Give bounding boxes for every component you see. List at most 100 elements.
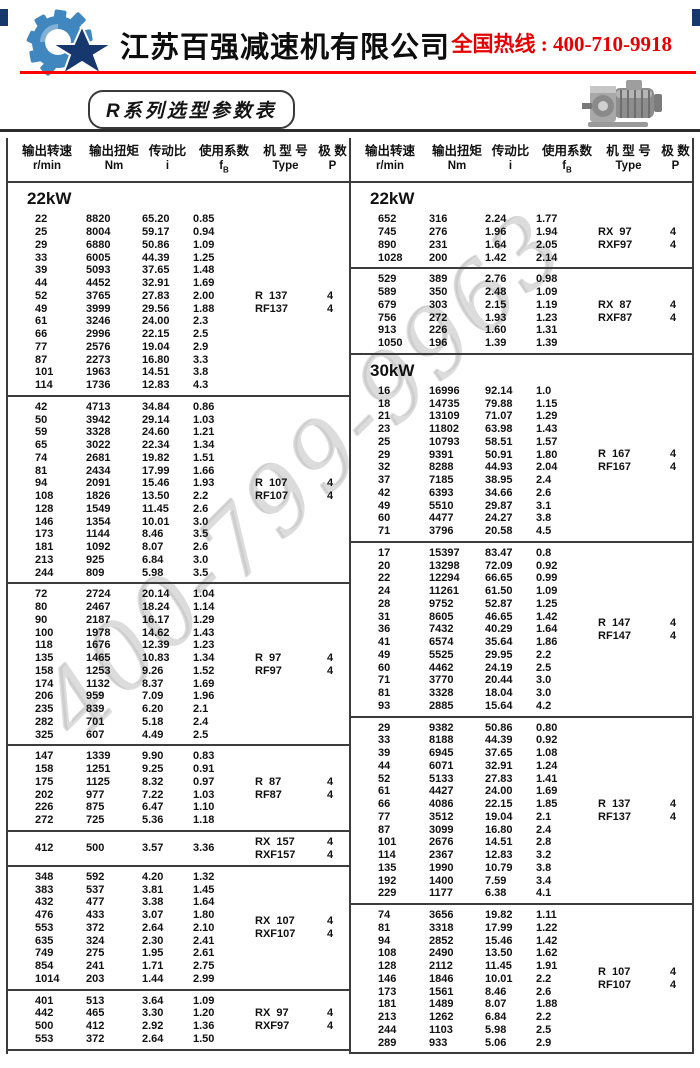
speed-cell: 29 bbox=[378, 721, 391, 734]
ratio-cell: 1.44 bbox=[142, 972, 164, 985]
speed-cell: 50 bbox=[35, 413, 48, 426]
table-row: 81 3328 18.04 3.0 bbox=[351, 687, 598, 700]
ratio-cell: 4.20 bbox=[142, 870, 164, 883]
table-row: 77 3512 19.04 2.1 bbox=[351, 811, 598, 824]
speed-cell: 22 bbox=[378, 572, 391, 585]
type-line: RXF97 4 bbox=[598, 239, 692, 252]
fb-cell: 1.93 bbox=[193, 477, 215, 490]
type-line: R 137 4 bbox=[255, 290, 349, 303]
torque-cell: 1489 bbox=[429, 998, 454, 1011]
table-row: 175 1125 8.32 0.97 bbox=[8, 776, 255, 789]
torque-cell: 5525 bbox=[429, 648, 454, 661]
ratio-cell: 3.57 bbox=[142, 842, 164, 855]
torque-cell: 4427 bbox=[429, 785, 454, 798]
fb-cell: 1.69 bbox=[193, 277, 215, 290]
fb-cell: 1.25 bbox=[536, 597, 558, 610]
ratio-cell: 19.04 bbox=[485, 810, 513, 823]
column-header: 输出扭矩 Nm bbox=[86, 144, 142, 177]
ratio-cell: 22.15 bbox=[485, 798, 513, 811]
fb-cell: 3.0 bbox=[193, 553, 209, 566]
type-line: RX 97 4 bbox=[255, 1007, 349, 1020]
rating-group: 42 4713 34.84 0.86 50 3942 29.14 1.03 59 3328 24.6… bbox=[8, 397, 349, 585]
table-row: 31 8605 46.65 1.42 bbox=[351, 611, 598, 624]
speed-cell: 61 bbox=[35, 315, 48, 328]
ratio-cell: 5.98 bbox=[485, 1023, 507, 1036]
speed-cell: 100 bbox=[35, 626, 54, 639]
table-row: 20 13298 72.09 0.92 bbox=[351, 560, 598, 573]
rating-group: 147 1339 9.90 0.83 158 1251 9.25 0.91 175 1125 8.3… bbox=[8, 746, 349, 832]
torque-cell: 3999 bbox=[86, 302, 111, 315]
table-row: 529 389 2.76 0.98 bbox=[351, 273, 598, 286]
torque-cell: 477 bbox=[86, 896, 105, 909]
speed-cell: 24 bbox=[378, 585, 391, 598]
torque-cell: 2681 bbox=[86, 451, 111, 464]
torque-cell: 2467 bbox=[86, 601, 111, 614]
ratio-cell: 16.80 bbox=[485, 823, 513, 836]
ratio-cell: 15.46 bbox=[485, 934, 513, 947]
ratio-cell: 46.65 bbox=[485, 610, 513, 623]
model-cell: R 147 bbox=[598, 616, 631, 629]
ratio-cell: 6.20 bbox=[142, 703, 164, 716]
speed-cell: 348 bbox=[35, 870, 54, 883]
fb-cell: 1.41 bbox=[536, 772, 558, 785]
table-row: 77 2576 19.04 2.9 bbox=[8, 341, 255, 354]
fb-cell: 0.86 bbox=[193, 400, 215, 413]
ratio-cell: 24.27 bbox=[485, 512, 513, 525]
poles-cell: 4 bbox=[327, 651, 334, 664]
torque-cell: 513 bbox=[86, 994, 105, 1007]
speed-cell: 49 bbox=[378, 499, 391, 512]
speed-cell: 94 bbox=[378, 934, 391, 947]
torque-cell: 2273 bbox=[86, 353, 111, 366]
ratio-cell: 35.64 bbox=[485, 636, 513, 649]
ratio-cell: 2.76 bbox=[485, 273, 507, 286]
table-row: 59 3328 24.60 1.21 bbox=[8, 426, 255, 439]
ratio-cell: 6.84 bbox=[485, 1011, 507, 1024]
column-header-unit: Type bbox=[615, 160, 642, 172]
speed-cell: 289 bbox=[378, 1036, 397, 1049]
torque-cell: 10793 bbox=[429, 435, 460, 448]
torque-cell: 350 bbox=[429, 286, 448, 299]
speed-cell: 181 bbox=[35, 541, 54, 554]
torque-cell: 241 bbox=[86, 960, 105, 973]
speed-cell: 206 bbox=[35, 690, 54, 703]
table-row: 325 607 4.49 2.5 bbox=[8, 729, 255, 742]
torque-cell: 1963 bbox=[86, 366, 111, 379]
speed-cell: 745 bbox=[378, 226, 397, 239]
table-row: 749 275 1.95 2.61 bbox=[8, 947, 255, 960]
column-header: 输出转速 r/min bbox=[351, 144, 429, 177]
table-row: 16 16996 92.14 1.0 bbox=[351, 385, 598, 398]
fb-cell: 1.18 bbox=[193, 814, 215, 827]
fb-cell: 1.80 bbox=[536, 448, 558, 461]
poles-cell: 4 bbox=[670, 225, 677, 238]
table-row: 553 372 2.64 2.10 bbox=[8, 922, 255, 935]
torque-cell: 16996 bbox=[429, 384, 460, 397]
table-row: 81 2434 17.99 1.66 bbox=[8, 465, 255, 478]
fb-cell: 1.42 bbox=[536, 934, 558, 947]
ratio-cell: 29.87 bbox=[485, 499, 513, 512]
fb-cell: 1.39 bbox=[536, 337, 558, 350]
speed-cell: 93 bbox=[378, 699, 391, 712]
ratio-cell: 2.15 bbox=[485, 298, 507, 311]
fb-cell: 2.14 bbox=[536, 251, 558, 264]
ratio-cell: 1.42 bbox=[485, 251, 507, 264]
speed-cell: 33 bbox=[378, 734, 391, 747]
ratio-cell: 65.20 bbox=[142, 213, 170, 226]
speed-cell: 192 bbox=[378, 874, 397, 887]
fb-cell: 1.34 bbox=[193, 652, 215, 665]
speed-cell: 679 bbox=[378, 298, 397, 311]
rating-rows: 72 2724 20.14 1.04 80 2467 18.24 1.14 90 2187 16.1… bbox=[8, 588, 255, 741]
type-line: RF167 4 bbox=[598, 461, 692, 474]
column-header-cn: 输出扭矩 bbox=[88, 144, 139, 158]
fb-cell: 2.75 bbox=[193, 960, 215, 973]
table-row: 25 10793 58.51 1.57 bbox=[351, 436, 598, 449]
table-row: 61 3246 24.00 2.3 bbox=[8, 315, 255, 328]
ratio-cell: 8.32 bbox=[142, 775, 164, 788]
speed-cell: 90 bbox=[35, 613, 48, 626]
table-row: 101 1963 14.51 3.8 bbox=[8, 366, 255, 379]
fb-cell: 0.83 bbox=[193, 750, 215, 763]
rating-rows: 42 4713 34.84 0.86 50 3942 29.14 1.03 59 3328 24.6… bbox=[8, 401, 255, 580]
column-header-cn: 输出转速 bbox=[21, 144, 72, 158]
table-row: 60 4462 24.19 2.5 bbox=[351, 662, 598, 675]
speed-cell: 42 bbox=[35, 400, 48, 413]
rating-group: 412 500 3.57 3.36 RX 157 4 RXF157 4 bbox=[8, 832, 349, 867]
